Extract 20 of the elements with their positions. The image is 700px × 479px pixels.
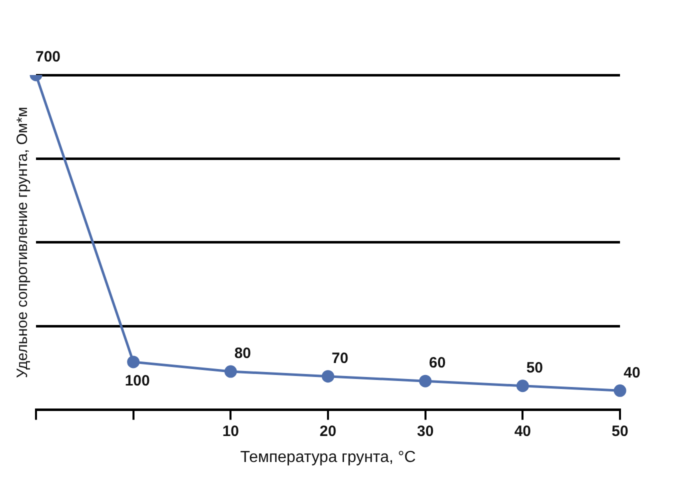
x-tick-label: 40: [514, 422, 532, 440]
data-label: 50: [526, 360, 544, 377]
x-tick-label: 10: [222, 422, 240, 440]
point: [127, 356, 140, 368]
data-label: 40: [624, 364, 640, 382]
point: [419, 374, 432, 388]
x-tick-label: 30: [416, 422, 434, 440]
data-label: 70: [332, 350, 348, 367]
data-label: 700: [35, 48, 61, 66]
data-label: 60: [428, 354, 446, 372]
point: [224, 365, 237, 378]
point: [614, 384, 626, 397]
data-label: 100: [124, 372, 150, 390]
point: [516, 380, 529, 392]
point: [322, 370, 334, 383]
x-axis-title: Температура грунта, °C: [240, 448, 416, 466]
y-axis-title: Удельное сопротивление грунта, Ом*м: [14, 106, 32, 378]
x-tick-label: 20: [320, 422, 336, 440]
x-tick-label: 50: [612, 422, 628, 440]
data-label: 80: [234, 345, 252, 362]
